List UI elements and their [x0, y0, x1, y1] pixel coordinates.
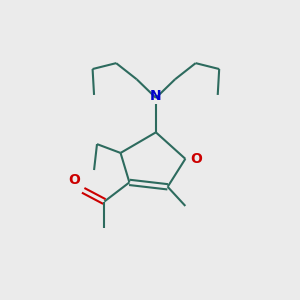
- Text: O: O: [68, 173, 80, 188]
- Text: N: N: [150, 89, 162, 103]
- Text: O: O: [190, 152, 202, 166]
